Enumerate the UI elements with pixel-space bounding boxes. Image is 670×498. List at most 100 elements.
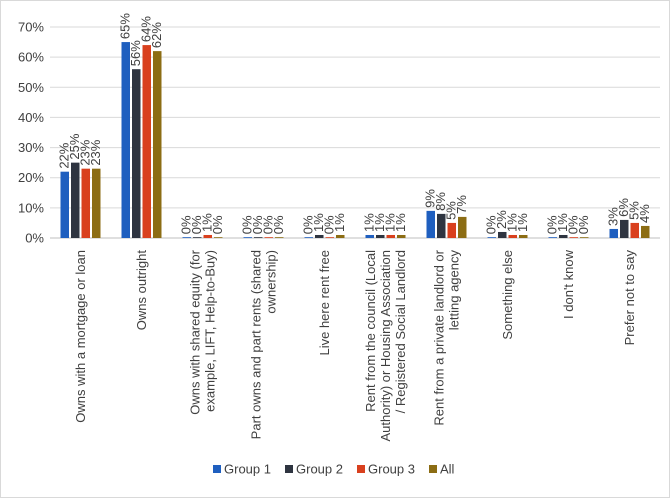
bar <box>214 237 223 238</box>
data-label: 6% <box>616 198 631 217</box>
data-label: 1% <box>505 213 520 232</box>
data-label: 5% <box>627 201 642 220</box>
legend-swatch <box>213 465 221 473</box>
bar <box>519 234 528 238</box>
legend-swatch <box>429 465 437 473</box>
data-label: 25% <box>67 133 82 159</box>
bar <box>254 237 263 238</box>
bar <box>609 228 618 238</box>
bar <box>142 45 151 239</box>
data-label: 0% <box>179 215 194 234</box>
data-label: 62% <box>149 22 164 48</box>
category-label: Owns with a mortgage or loan <box>73 250 88 423</box>
bar <box>641 225 650 238</box>
category-label-line: / Registered Social Landlord <box>393 250 408 413</box>
bar <box>193 237 202 238</box>
category-label-line: letting agency <box>447 250 462 331</box>
category-label-line: Owns outright <box>134 250 149 331</box>
data-label: 1% <box>515 213 530 232</box>
data-label: 1% <box>332 213 347 232</box>
bar <box>81 168 90 238</box>
data-label: 5% <box>444 201 459 220</box>
data-label: 2% <box>494 210 509 229</box>
data-label: 1% <box>393 213 408 232</box>
category-label-line: Part owns and part rents (shared <box>249 250 264 439</box>
bar <box>426 210 435 238</box>
category-label-line: example, LIFT, Help-to-Buy) <box>203 250 218 412</box>
bar <box>458 216 467 238</box>
bar <box>60 171 69 238</box>
category-label: Rent from the council (Local Authority) o… <box>363 250 408 442</box>
bar <box>71 162 80 238</box>
legend-label: Group 1 <box>224 462 271 477</box>
data-labels: 22%65%0% 0% 0% 1%9%0% 0% 3%25%56%0% 0% 1% 1%8%2%… <box>57 13 653 235</box>
bar <box>304 237 313 238</box>
data-label: 64% <box>139 16 154 42</box>
y-tick-label: 0% <box>25 231 44 246</box>
category-label: Something else <box>500 250 515 340</box>
category-label: Live here rent free <box>317 250 332 356</box>
category-label-line: Rent from a private landlord or <box>432 249 447 425</box>
data-label: 0% <box>210 215 225 234</box>
category-label-line: Rent from the council (Local <box>363 250 378 412</box>
legend-label: Group 2 <box>296 462 343 477</box>
bar <box>569 237 578 238</box>
bar <box>386 234 395 238</box>
category-label-line: I don't know <box>561 249 576 319</box>
category-label: Owns with shared equity (for example, LIF… <box>188 249 218 414</box>
bar <box>620 219 629 238</box>
data-label: 0% <box>545 215 560 234</box>
y-tick-label: 30% <box>18 140 44 155</box>
category-label: I don't know <box>561 249 576 319</box>
y-axis-ticks: 0% 10% 20% 30% 40% 50% 60% 70% <box>18 20 44 246</box>
category-label: Prefer not to say <box>622 250 637 346</box>
data-label: 0% <box>484 215 499 234</box>
bar <box>92 168 101 238</box>
x-axis-categories: Owns with a mortgage or loan Owns outrigh… <box>73 249 637 441</box>
data-label: 0% <box>271 215 286 234</box>
gridlines <box>50 26 660 239</box>
data-label: 0% <box>189 215 204 234</box>
category-label-line: Owns with shared equity (for <box>188 249 203 414</box>
bar <box>447 222 456 238</box>
data-label: 1% <box>372 213 387 232</box>
data-label: 0% <box>250 215 265 234</box>
data-label: 23% <box>78 139 93 165</box>
category-label: Part owns and part rents (shared ownershi… <box>249 250 279 439</box>
data-label: 1% <box>362 213 377 232</box>
data-label: 7% <box>454 195 469 214</box>
bar <box>132 69 141 238</box>
bars <box>60 42 650 239</box>
bar <box>182 237 191 238</box>
data-label: 1% <box>383 213 398 232</box>
bar <box>264 237 273 238</box>
y-tick-label: 40% <box>18 110 44 125</box>
category-label: Rent from a private landlord or letting a… <box>432 249 462 425</box>
bar <box>203 234 212 238</box>
data-label: 3% <box>606 207 621 226</box>
data-label: 22% <box>57 142 72 168</box>
data-label: 1% <box>555 213 570 232</box>
data-label: 4% <box>637 204 652 223</box>
y-tick-label: 20% <box>18 170 44 185</box>
data-label: 9% <box>423 189 438 208</box>
category-label-line: Authority) or Housing Association <box>378 250 393 441</box>
y-tick-label: 70% <box>18 20 44 35</box>
data-label: 0% <box>301 215 316 234</box>
bar <box>559 234 568 238</box>
data-label: 23% <box>88 139 103 165</box>
bar <box>508 234 517 238</box>
category-label-line: Prefer not to say <box>622 250 637 346</box>
bar <box>397 234 406 238</box>
bar <box>365 234 374 238</box>
data-label: 8% <box>433 192 448 211</box>
bar <box>548 237 557 238</box>
category-label-line: ownership) <box>264 250 279 314</box>
data-label: 56% <box>128 40 143 66</box>
data-label: 0% <box>261 215 276 234</box>
bar <box>121 42 130 239</box>
bar <box>315 234 324 238</box>
category-label: Owns outright <box>134 250 149 331</box>
